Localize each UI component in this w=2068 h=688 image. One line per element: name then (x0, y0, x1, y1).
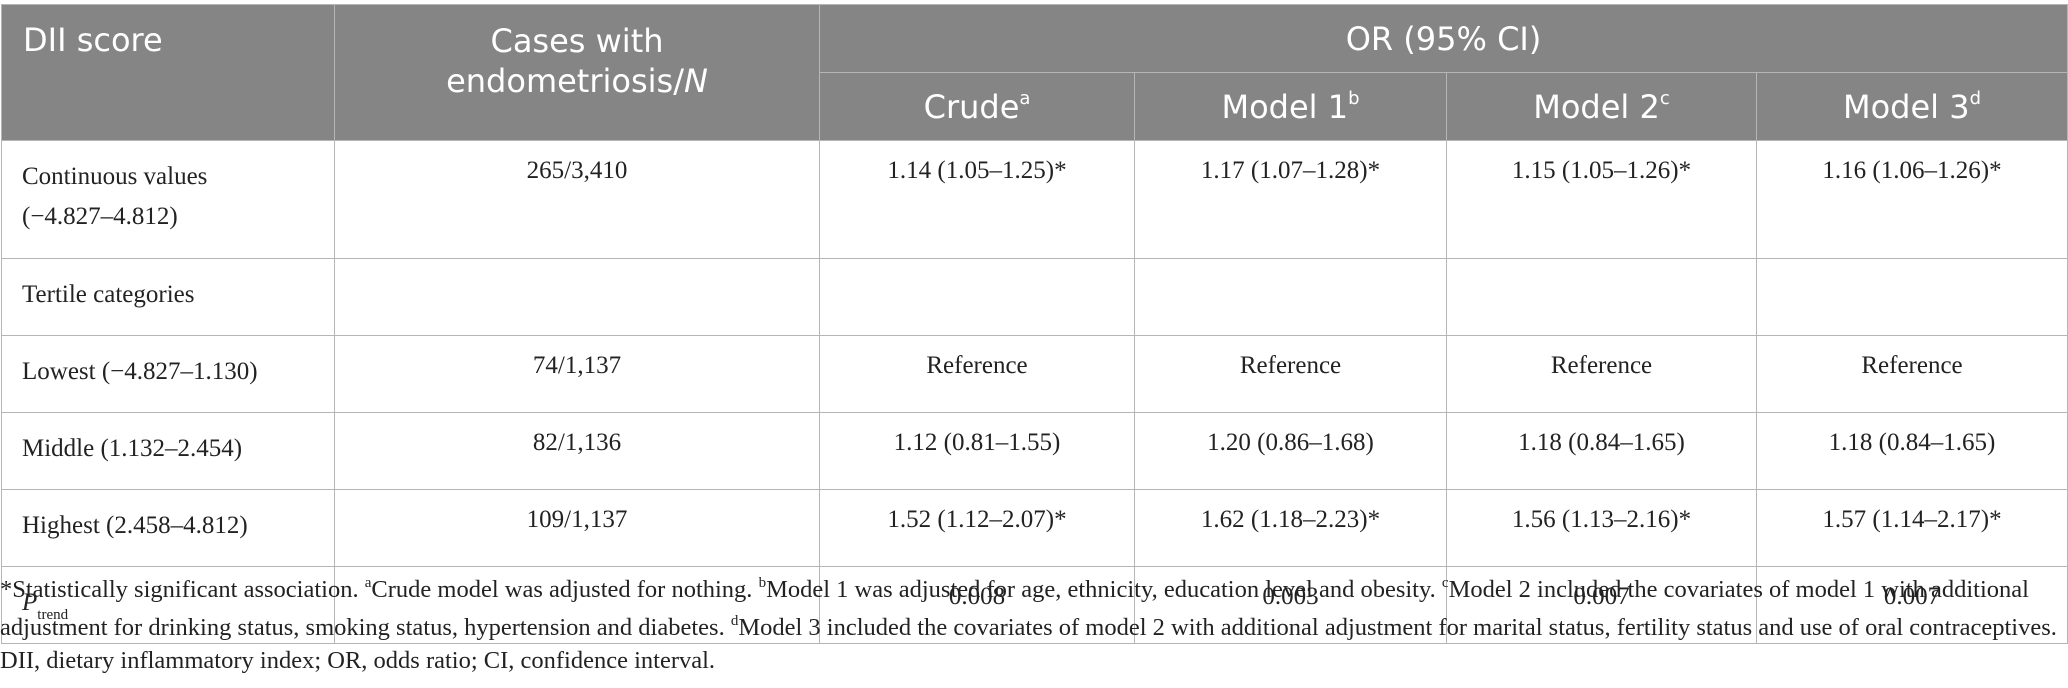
cell-crude (819, 258, 1135, 336)
header-row-2: Crudea Model 1b Model 2c Model 3d (2, 72, 2068, 141)
footnote-marker: c (1441, 575, 1449, 591)
table-row-p-trend: Ptrend 0.008 0.003 0.007 0.007 (1, 566, 2068, 644)
cell-cases: 265/3,410 (334, 140, 820, 259)
cell-model-2: Reference (1446, 335, 1757, 413)
table-row-middle: Middle (1.132–2.454) 82/1,136 1.12 (0.81… (1, 412, 2068, 490)
footnote-model-2: Model 2 included the covariates of model… (0, 576, 2029, 642)
cell-cases (334, 566, 820, 644)
row-label-line2: (−4.827–4.812) (22, 203, 178, 230)
cell-model-2: 1.56 (1.13–2.16)* (1446, 489, 1757, 567)
header-cases-line1: Cases with (490, 22, 664, 60)
results-table: DII score Cases with endometriosis/N OR … (1, 4, 2068, 644)
header-model-sup: d (1969, 87, 1982, 109)
row-label: Tertile categories (1, 258, 335, 336)
table-footnotes: *Statistically significant association. … (0, 568, 2060, 677)
cell-model-3: 1.18 (0.84–1.65) (1755, 412, 2068, 490)
cell-model-1: 1.20 (0.86–1.68) (1134, 412, 1447, 490)
table-row-lowest: Lowest (−4.827–1.130) 74/1,137 Reference… (1, 335, 2068, 413)
header-model-label: Crude (923, 87, 1020, 126)
cell-crude: 1.14 (1.05–1.25)* (819, 140, 1135, 259)
cell-model-2: 0.007 (1446, 566, 1757, 644)
p-label: P (22, 589, 38, 616)
cell-model-3: Reference (1755, 335, 2068, 413)
header-row-1: DII score Cases with endometriosis/N OR … (1, 4, 2068, 141)
header-model-sup: a (1019, 87, 1031, 109)
footnote-significance: *Statistically significant association. (0, 576, 365, 604)
cell-cases: 109/1,137 (334, 489, 820, 567)
header-model-sup: b (1348, 87, 1360, 109)
cell-model-1: 1.62 (1.18–2.23)* (1134, 489, 1447, 567)
row-label: Highest (2.458–4.812) (1, 489, 335, 567)
header-model-label: Model 3 (1842, 87, 1970, 126)
header-model-2: Model 2c (1446, 72, 1757, 141)
cell-model-3 (1755, 258, 2068, 336)
header-model-sup: c (1659, 87, 1670, 109)
footnote-marker: b (758, 575, 767, 591)
row-label: Middle (1.132–2.454) (1, 412, 335, 490)
cell-model-1: 1.17 (1.07–1.28)* (1134, 140, 1447, 259)
header-model-3: Model 3d (1755, 72, 2068, 141)
row-label-line1: Continuous values (22, 163, 208, 190)
header-cases-n: N (683, 62, 708, 100)
table-row-tertile-header: Tertile categories (1, 258, 2068, 336)
row-label: Continuous values (−4.827–4.812) (1, 140, 335, 259)
footnote-model-3: Model 3 included the covariates of model… (0, 614, 2057, 675)
cell-model-2: 1.15 (1.05–1.26)* (1446, 140, 1757, 259)
header-cases-line2: endometriosis/ (446, 62, 684, 100)
cell-crude: 1.52 (1.12–2.07)* (819, 489, 1135, 567)
p-label-subscript: trend (37, 607, 69, 623)
cell-model-3: 1.57 (1.14–2.17)* (1755, 489, 2068, 567)
header-model-label: Model 2 (1533, 87, 1660, 126)
cell-crude: Reference (819, 335, 1135, 413)
row-label: Ptrend (1, 566, 335, 644)
cell-model-1 (1134, 258, 1447, 336)
cell-cases: 82/1,136 (334, 412, 820, 490)
cell-model-2: 1.18 (0.84–1.65) (1446, 412, 1757, 490)
header-cases: Cases with endometriosis/N (334, 4, 820, 141)
header-dii-score: DII score (1, 4, 335, 141)
footnote-marker: d (730, 613, 739, 630)
cell-model-3: 0.007 (1755, 566, 2068, 644)
footnote-marker: a (364, 575, 372, 591)
header-model-label: Model 1 (1221, 87, 1349, 126)
cell-crude: 1.12 (0.81–1.55) (819, 412, 1135, 490)
results-table-container: DII score Cases with endometriosis/N OR … (0, 4, 2068, 644)
cell-model-2 (1446, 258, 1757, 336)
row-label: Lowest (−4.827–1.130) (1, 335, 335, 413)
cell-crude: 0.008 (819, 566, 1135, 644)
footnote-model-1: Model 1 was adjusted for age, ethnicity,… (766, 576, 1442, 604)
header-or-group: OR (95% CI) (818, 4, 2068, 73)
table-row-highest: Highest (2.458–4.812) 109/1,137 1.52 (1.… (1, 489, 2068, 567)
cell-cases (334, 258, 820, 336)
header-model-crude: Crudea (819, 72, 1135, 141)
cell-model-1: 0.003 (1134, 566, 1447, 644)
header-model-1: Model 1b (1134, 72, 1447, 141)
cell-model-3: 1.16 (1.06–1.26)* (1755, 140, 2068, 259)
table-row-continuous: Continuous values (−4.827–4.812) 265/3,4… (1, 140, 2068, 259)
cell-cases: 74/1,137 (334, 335, 820, 413)
cell-model-1: Reference (1134, 335, 1447, 413)
footnote-crude: Crude model was adjusted for nothing. (371, 576, 759, 604)
